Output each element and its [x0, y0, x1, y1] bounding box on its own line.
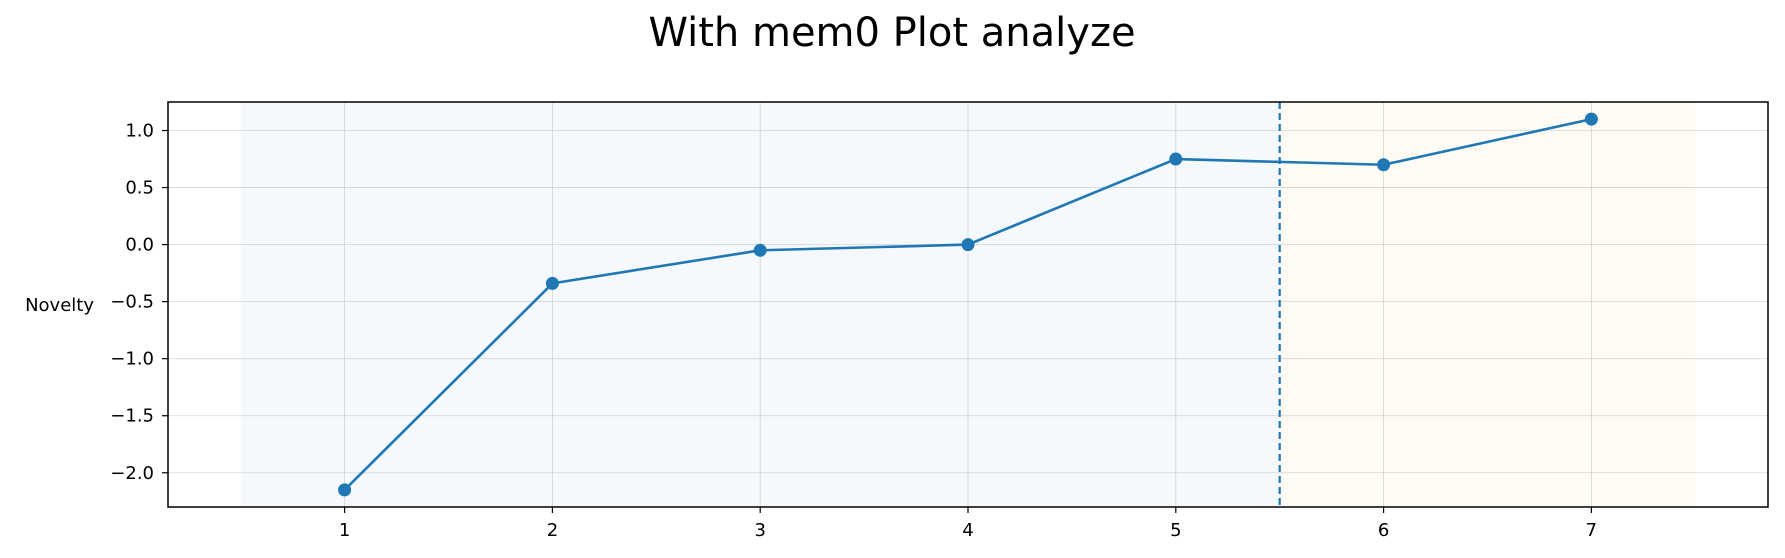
x-tick-label-3: 3: [754, 520, 765, 541]
x-tick-label-1: 1: [339, 520, 350, 541]
y-tick-label-2: 0.5: [125, 178, 154, 199]
data-point-1: [338, 483, 352, 497]
data-point-5: [1169, 152, 1183, 166]
x-tick-label-5: 5: [1170, 520, 1181, 541]
series-group: [338, 112, 1598, 497]
data-point-7: [1584, 112, 1598, 126]
y-tick-label-7: −2.0: [110, 463, 154, 484]
y-tick-label-1: 1.0: [125, 121, 154, 142]
y-tick-label-6: −1.5: [110, 406, 154, 427]
data-point-4: [961, 238, 975, 252]
chart-title: With mem0 Plot analyze: [648, 10, 1135, 56]
shaded-region-2: [1279, 103, 1696, 506]
data-point-3: [753, 243, 767, 257]
x-tick-label-7: 7: [1586, 520, 1597, 541]
y-axis: 1.0 0.5 0.0 −0.5 −1.0 −1.5 −2.0: [110, 121, 168, 484]
data-point-6: [1377, 158, 1391, 172]
y-tick-label-5: −1.0: [110, 349, 154, 370]
x-tick-label-4: 4: [962, 520, 973, 541]
y-axis-label: Novelty: [25, 295, 94, 316]
y-tick-label-4: −0.5: [110, 292, 154, 313]
y-tick-label-3: 0.0: [125, 235, 154, 256]
x-tick-label-6: 6: [1378, 520, 1389, 541]
x-axis: 1 2 3 4 5 6 7: [339, 507, 1597, 541]
data-point-2: [545, 276, 559, 290]
x-tick-label-2: 2: [547, 520, 558, 541]
